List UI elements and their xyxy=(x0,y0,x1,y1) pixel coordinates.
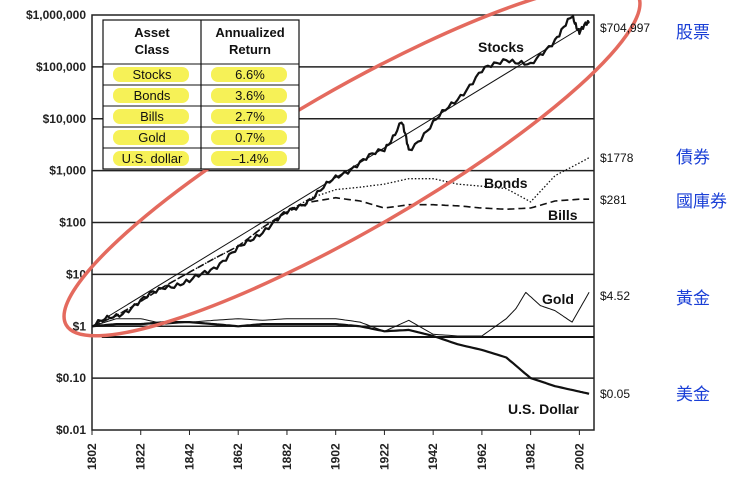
x-tick-label: 1842 xyxy=(182,443,196,470)
series-line-bills xyxy=(91,196,590,328)
series-label-bills: Bills xyxy=(548,207,578,223)
chinese-label: 債券 xyxy=(676,148,710,168)
table-cell-asset: Gold xyxy=(138,130,165,145)
end-value-label: $4.52 xyxy=(600,289,630,303)
highlight-mark xyxy=(113,88,189,103)
series-label-bonds: Bonds xyxy=(484,175,528,191)
x-tick-group: 1982 xyxy=(524,443,538,470)
chinese-label: 黃金 xyxy=(676,289,710,309)
series-labels: Stocks $704,997 股票 Bonds $1778 債券 Bills $281 國庫券… xyxy=(478,21,727,417)
highlight-mark xyxy=(113,151,189,166)
x-tick-group: 1922 xyxy=(377,443,391,470)
x-tick-group: 1842 xyxy=(182,443,196,470)
y-tick-label: $0.01 xyxy=(56,423,86,437)
y-tick-label: $0.10 xyxy=(56,371,86,385)
x-tick-label: 1882 xyxy=(280,443,294,470)
x-tick-group: 1942 xyxy=(426,443,440,470)
x-tick-label: 1822 xyxy=(134,443,148,470)
returns-table: Asset Class Annualized Return Stocks 6.6% Bond… xyxy=(102,19,300,170)
table-cell-return: 3.6% xyxy=(235,88,265,103)
highlight-mark xyxy=(113,109,189,124)
table-cell-return: 0.7% xyxy=(235,130,265,145)
x-tick-group: 1822 xyxy=(134,443,148,470)
chinese-label: 國庫券 xyxy=(676,192,727,212)
highlight-ellipse-layer xyxy=(62,0,642,338)
end-value-label: $281 xyxy=(600,193,627,207)
table-header-line: Annualized xyxy=(215,25,284,40)
end-value-label: $1778 xyxy=(600,151,634,165)
highlight-mark xyxy=(211,130,287,145)
highlight-mark xyxy=(211,67,287,82)
series-label-u-s-dollar: U.S. Dollar xyxy=(508,401,579,417)
table-cell-asset: Bills xyxy=(140,109,164,124)
y-tick-label: $1,000,000 xyxy=(26,8,86,22)
y-tick-label: $1 xyxy=(73,319,87,333)
table-cell-asset: Stocks xyxy=(132,67,172,82)
series-label-gold: Gold xyxy=(542,291,574,307)
series-lines xyxy=(91,14,594,395)
highlight-ellipse xyxy=(62,0,642,338)
highlight-mark xyxy=(211,88,287,103)
series-line-u-s-dollar xyxy=(91,321,590,395)
series-line-bonds xyxy=(91,157,590,327)
highlight-mark xyxy=(113,67,189,82)
table-cell-asset: U.S. dollar xyxy=(122,151,183,166)
x-tick-label: 1902 xyxy=(329,443,343,470)
x-tick-label: 1922 xyxy=(377,443,391,470)
table-header-line: Asset xyxy=(134,25,170,40)
table-header-line: Return xyxy=(229,42,271,57)
table-cell-return: –1.4% xyxy=(232,151,269,166)
chinese-label: 美金 xyxy=(676,385,710,405)
x-axis-ticks: 1802 1822 1842 1862 1882 1902 1922 1942 1962 1982… xyxy=(85,430,586,470)
chinese-label: 股票 xyxy=(676,23,710,43)
highlight-mark xyxy=(211,151,287,166)
y-tick-label: $10,000 xyxy=(43,112,87,126)
x-tick-group: 1862 xyxy=(231,443,245,470)
x-tick-group: 1882 xyxy=(280,443,294,470)
table-cell-return: 6.6% xyxy=(235,67,265,82)
x-tick-label: 1982 xyxy=(524,443,538,470)
x-tick-label: 1942 xyxy=(426,443,440,470)
end-value-label: $0.05 xyxy=(600,387,630,401)
x-tick-group: 2002 xyxy=(572,443,586,470)
y-tick-label: $100,000 xyxy=(36,60,86,74)
x-tick-label: 2002 xyxy=(572,443,586,470)
x-tick-label: 1962 xyxy=(475,443,489,470)
x-tick-label: 1862 xyxy=(231,443,245,470)
highlight-mark xyxy=(211,109,287,124)
highlight-mark xyxy=(113,130,189,145)
series-label-stocks: Stocks xyxy=(478,39,524,55)
gridlines xyxy=(92,66,594,379)
y-tick-label: $1,000 xyxy=(49,164,86,178)
x-tick-label: 1802 xyxy=(85,443,99,470)
y-axis-ticks: $0.01$0.10$1$10$100$1,000$10,000$100,000… xyxy=(26,8,86,437)
x-tick-group: 1802 xyxy=(85,443,99,470)
y-tick-label: $100 xyxy=(59,216,86,230)
x-tick-group: 1902 xyxy=(329,443,343,470)
table-cell-return: 2.7% xyxy=(235,109,265,124)
x-tick-group: 1962 xyxy=(475,443,489,470)
table-header-line: Class xyxy=(135,42,170,57)
table-cell-asset: Bonds xyxy=(134,88,171,103)
series-line-stocks xyxy=(91,14,591,328)
stocks-trend-line xyxy=(91,22,590,327)
end-value-label: $704,997 xyxy=(600,21,650,35)
